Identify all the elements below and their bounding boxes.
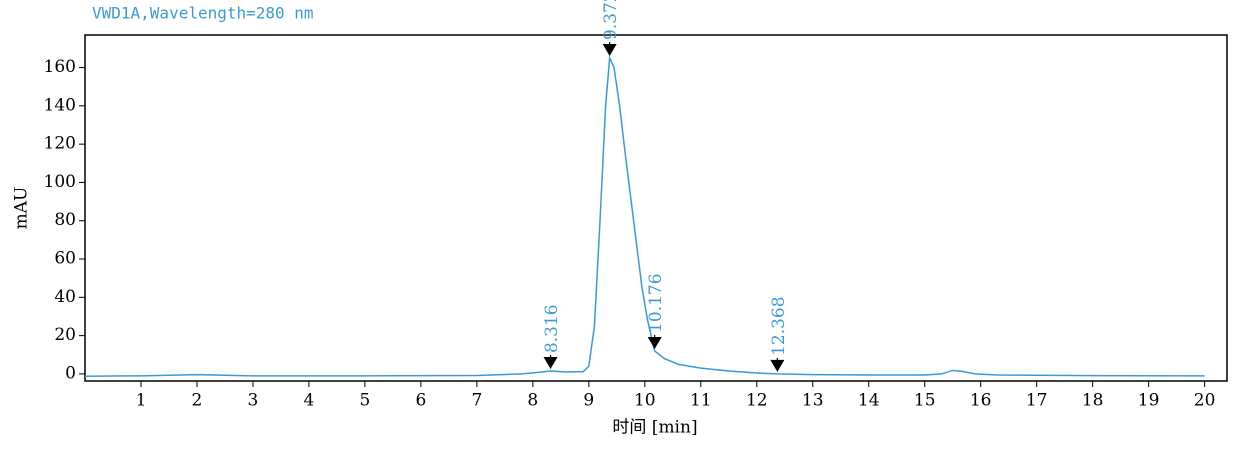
x-tick-label: 10 [634, 391, 656, 411]
x-tick-label: 11 [690, 391, 712, 411]
peak-marker [647, 336, 662, 349]
y-tick-label: 40 [54, 287, 76, 307]
y-axis-label: mAU [12, 187, 32, 230]
x-tick-label: 4 [304, 391, 315, 411]
y-tick-label: 100 [44, 172, 76, 192]
x-tick-label: 6 [415, 391, 426, 411]
peak-marker [543, 357, 558, 370]
x-tick-label: 19 [1138, 391, 1160, 411]
x-tick-label: 12 [746, 391, 768, 411]
peak-marker [602, 43, 617, 56]
x-tick-label: 13 [802, 391, 824, 411]
x-axis-label: 时间 [min] [612, 418, 697, 438]
x-tick-label: 14 [858, 391, 880, 411]
chart-title: VWD1A,Wavelength=280 nm [92, 4, 314, 23]
y-tick-label: 60 [54, 249, 76, 269]
x-tick-label: 3 [248, 391, 259, 411]
x-tick-label: 7 [471, 391, 482, 411]
x-tick-label: 2 [192, 391, 203, 411]
y-tick-label: 80 [54, 210, 76, 230]
x-tick-label: 8 [527, 391, 538, 411]
peak-label: 8.316 [542, 304, 562, 353]
y-tick-label: 0 [65, 363, 76, 383]
x-tick-label: 18 [1082, 391, 1104, 411]
y-tick-label: 140 [44, 95, 76, 115]
x-tick-label: 1 [136, 391, 147, 411]
peak-label: 9.372 [601, 0, 621, 40]
x-tick-label: 9 [583, 391, 594, 411]
peak-label: 10.176 [646, 273, 666, 332]
x-tick-label: 5 [359, 391, 370, 411]
plot-frame [84, 34, 1228, 382]
y-tick-label: 160 [44, 57, 76, 77]
x-tick-label: 16 [970, 391, 992, 411]
y-tick-label: 120 [44, 134, 76, 154]
y-tick-label: 20 [54, 325, 76, 345]
x-tick-label: 20 [1194, 391, 1216, 411]
x-tick-label: 17 [1026, 391, 1048, 411]
peak-label: 12.368 [769, 296, 789, 355]
peak-marker [770, 359, 785, 372]
x-tick-label: 15 [914, 391, 936, 411]
signal-line [84, 55, 1205, 377]
